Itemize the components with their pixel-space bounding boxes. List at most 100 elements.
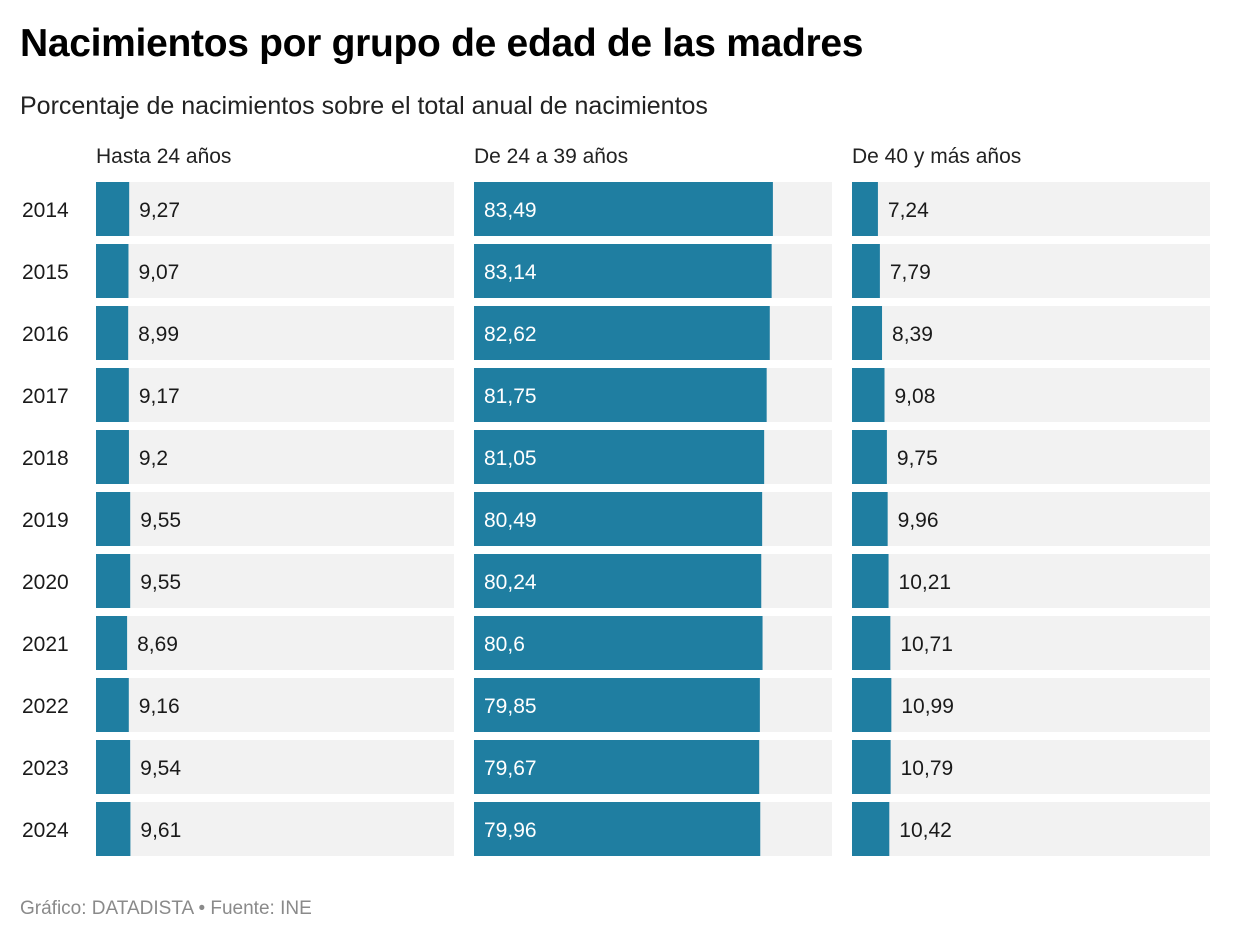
year-label: 2014	[22, 199, 69, 222]
bar	[96, 306, 129, 360]
bar	[474, 554, 762, 608]
footer: Gráfico: DATADISTA • Fuente: INE	[20, 898, 312, 920]
chart-subtitle: Porcentaje de nacimientos sobre el total…	[20, 92, 708, 120]
bar	[96, 430, 129, 484]
bar-value-label: 80,24	[484, 571, 537, 594]
bar-value-label: 9,55	[140, 509, 181, 532]
year-label: 2024	[22, 819, 69, 842]
bar	[474, 678, 760, 732]
bar	[474, 492, 763, 546]
bar-value-label: 7,79	[890, 261, 931, 284]
bar-value-label: 10,99	[901, 695, 954, 718]
year-label: 2018	[22, 447, 69, 470]
year-label: 2023	[22, 757, 69, 780]
bar	[852, 368, 885, 422]
bar-track	[852, 678, 1210, 732]
bar	[474, 306, 770, 360]
year-label: 2021	[22, 633, 69, 656]
bar	[96, 802, 131, 856]
bar-value-label: 79,85	[484, 695, 537, 718]
bar-track	[96, 554, 454, 608]
bar-track	[852, 182, 1210, 236]
year-label: 2022	[22, 695, 69, 718]
bar-value-label: 7,24	[888, 199, 929, 222]
bar	[852, 554, 889, 608]
bar-track	[96, 244, 454, 298]
bar-value-label: 9,17	[139, 385, 180, 408]
bar-value-label: 10,21	[899, 571, 952, 594]
bar-track	[852, 306, 1210, 360]
bar	[474, 740, 760, 794]
bar-value-label: 8,69	[137, 633, 178, 656]
bar-value-label: 80,49	[484, 509, 537, 532]
bar	[96, 740, 131, 794]
chart-title: Nacimientos por grupo de edad de las mad…	[20, 22, 864, 65]
bar-track	[96, 802, 454, 856]
bar-track	[852, 616, 1210, 670]
bar	[96, 678, 129, 732]
bar-value-label: 9,07	[138, 261, 179, 284]
bar-value-label: 9,16	[139, 695, 180, 718]
bar	[852, 430, 887, 484]
bar	[474, 802, 761, 856]
bar	[474, 616, 763, 670]
bar	[474, 182, 773, 236]
bar-value-label: 10,42	[899, 819, 952, 842]
bar	[96, 368, 129, 422]
bar	[474, 244, 772, 298]
bar-value-label: 81,05	[484, 447, 537, 470]
bar	[474, 368, 767, 422]
bar-value-label: 10,79	[901, 757, 954, 780]
bar-value-label: 9,61	[140, 819, 181, 842]
year-label: 2020	[22, 571, 69, 594]
bar-value-label: 80,6	[484, 633, 525, 656]
year-label: 2016	[22, 323, 69, 346]
bar-value-label: 9,75	[897, 447, 938, 470]
bar-track	[852, 430, 1210, 484]
bar-track	[96, 740, 454, 794]
bar	[96, 554, 131, 608]
bar-track	[96, 678, 454, 732]
bar	[852, 616, 891, 670]
bar-track	[852, 554, 1210, 608]
bar-value-label: 8,99	[138, 323, 179, 346]
bar	[852, 802, 890, 856]
bar-track	[96, 368, 454, 422]
footer-source: Fuente: INE	[210, 898, 312, 919]
bar	[852, 182, 878, 236]
bar-value-label: 9,54	[140, 757, 181, 780]
bar	[96, 616, 128, 670]
bar-track	[96, 430, 454, 484]
bar-track	[96, 306, 454, 360]
column-header-under-24: Hasta 24 años	[96, 145, 232, 168]
bar-value-label: 81,75	[484, 385, 537, 408]
bar-track	[852, 740, 1210, 794]
bar	[852, 306, 883, 360]
bar-value-label: 9,2	[139, 447, 168, 470]
bar-value-label: 79,96	[484, 819, 537, 842]
footer-separator: •	[198, 898, 206, 919]
bar-track	[96, 182, 454, 236]
bar	[474, 430, 765, 484]
bar-value-label: 82,62	[484, 323, 537, 346]
bar	[96, 244, 129, 298]
bar	[852, 678, 892, 732]
column-header-40-plus: De 40 y más años	[852, 145, 1022, 168]
year-label: 2017	[22, 385, 69, 408]
bar-track	[852, 368, 1210, 422]
bar-value-label: 79,67	[484, 757, 537, 780]
bar	[852, 244, 880, 298]
column-header-24-to-39: De 24 a 39 años	[474, 145, 629, 168]
bar-track	[852, 492, 1210, 546]
bar-value-label: 10,71	[900, 633, 953, 656]
bar-track	[852, 244, 1210, 298]
footer-credit: Gráfico: DATADISTA	[20, 898, 194, 919]
bar-value-label: 9,96	[898, 509, 939, 532]
bar-track	[96, 492, 454, 546]
bar	[96, 182, 130, 236]
bar-track	[852, 802, 1210, 856]
bar	[96, 492, 131, 546]
year-label: 2015	[22, 261, 69, 284]
bar	[852, 492, 888, 546]
